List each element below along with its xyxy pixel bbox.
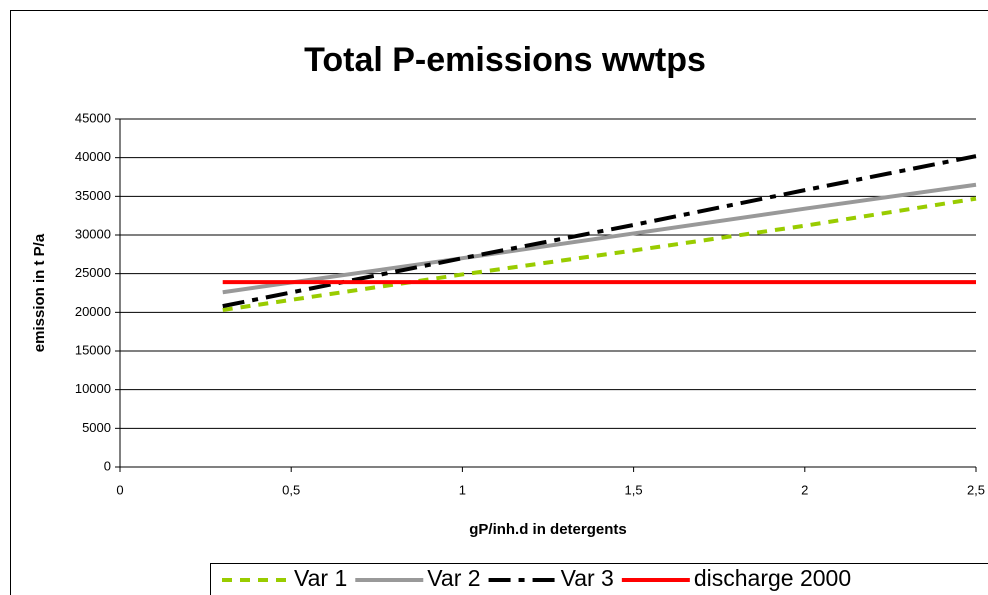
x-tick-label: 0,5 [282, 482, 300, 497]
y-tick-label: 10000 [75, 381, 111, 396]
series-line [222, 154, 977, 309]
legend-box [210, 563, 988, 595]
chart-border [10, 10, 988, 595]
y-tick-label: 35000 [75, 188, 111, 203]
y-tick-label: 25000 [75, 265, 111, 280]
y-tick-label: 5000 [82, 420, 111, 435]
series-line [222, 182, 977, 295]
y-tick-label: 15000 [75, 342, 111, 357]
x-tick-label: 0 [116, 482, 123, 497]
legend-label: Var 1 [294, 565, 347, 591]
chart-title: Total P-emissions wwtps [304, 41, 706, 79]
y-tick-label: 20000 [75, 304, 111, 319]
x-tick-label: 2,5 [967, 482, 985, 497]
legend-label: Var 2 [427, 565, 480, 591]
y-tick-label: 0 [104, 458, 111, 473]
y-tick-label: 40000 [75, 149, 111, 164]
y-axis-title: emission in t P/a [31, 233, 48, 352]
x-tick-label: 1 [459, 482, 466, 497]
series-line [222, 196, 977, 312]
legend-label: Var 3 [561, 565, 614, 591]
legend-label: discharge 2000 [694, 565, 851, 591]
y-tick-label: 30000 [75, 226, 111, 241]
x-tick-label: 1,5 [625, 482, 643, 497]
x-axis-title: gP/inh.d in detergents [469, 521, 627, 538]
y-tick-label: 45000 [75, 110, 111, 125]
x-tick-label: 2 [801, 482, 808, 497]
